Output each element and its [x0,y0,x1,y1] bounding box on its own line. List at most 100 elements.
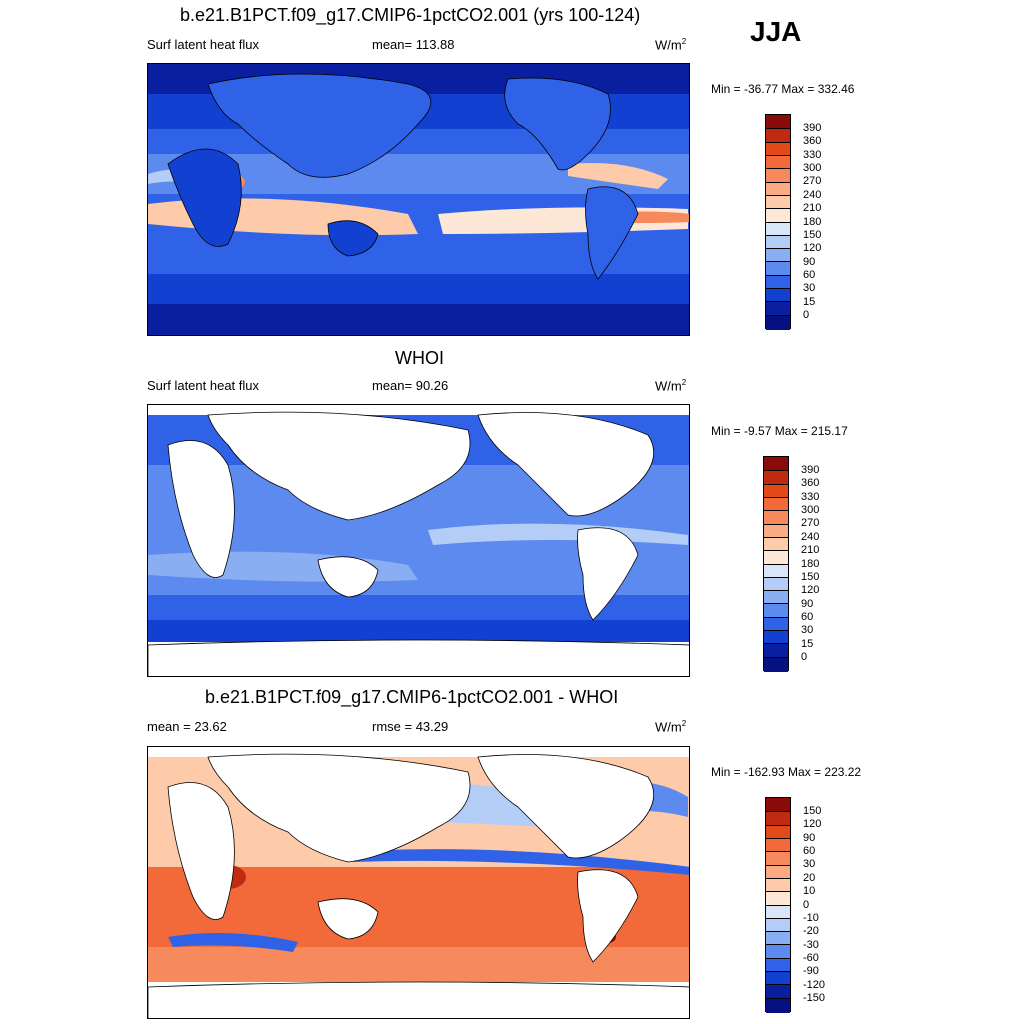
cb3-tick: -20 [803,925,819,937]
colorbar-cell [766,798,790,812]
cb1-tick: 330 [803,149,822,161]
colorbar-cell [766,837,790,853]
colorbar-cell [764,603,788,619]
cb1-tick: 15 [803,296,816,308]
colorbar-cell [766,248,790,263]
cb2-tick: 240 [801,531,820,543]
colorbar-cell [764,523,788,539]
colorbar-cell [764,576,788,592]
colorbar-cell [764,470,788,486]
colorbar-cell [766,917,790,933]
colorbar-cell [764,643,788,659]
cb3-tick: 60 [803,845,816,857]
colorbar-cell [766,301,790,317]
colorbar-cell [766,891,790,906]
panel1-units-label: W/m2 [655,37,687,53]
colorbar-cell [764,590,788,605]
panel1-map [147,63,690,336]
cb2-tick: 270 [801,517,820,529]
cb3-tick: 120 [803,818,822,830]
cb2-tick: 180 [801,558,820,570]
cb2-tick: 330 [801,491,820,503]
cb1-tick: 0 [803,309,810,321]
panel3-units-label: W/m2 [655,719,687,735]
cb2-tick: 120 [801,584,820,596]
panel2-mean-label: mean= 90.26 [372,378,449,393]
panel2-minmax: Min = -9.57 Max = 215.17 [711,424,848,438]
cb3-tick: 20 [803,872,816,884]
colorbar-cell [766,931,790,946]
panel3-mean-label: mean = 23.62 [147,719,227,734]
panel1-mean-label: mean= 113.88 [372,37,455,52]
colorbar-cell [766,314,790,330]
panel2-map [147,404,690,677]
cb2-tick: 390 [801,464,820,476]
colorbar-cell [766,957,790,973]
colorbar-cell [766,115,790,129]
colorbar-cell [766,141,790,157]
colorbar-cell [764,616,788,632]
colorbar-cell [764,510,788,526]
colorbar-cell [764,563,788,579]
cb1-tick: 210 [803,202,822,214]
colorbar-cell [766,261,790,277]
cb1-tick: 300 [803,162,822,174]
colorbar-cell [764,550,788,565]
colorbar-cell [766,288,790,303]
cb1-tick: 150 [803,229,822,241]
panel3-map [147,746,690,1019]
colorbar-cell [766,274,790,290]
colorbar-cell [764,656,788,672]
colorbar-cell [766,221,790,237]
colorbar-cell [766,208,790,223]
cb3-tick: -30 [803,939,819,951]
cb2-tick: 30 [801,624,814,636]
cb3-tick: -120 [803,979,826,991]
panel1-title: b.e21.B1PCT.f09_g17.CMIP6-1pctCO2.001 (y… [180,5,641,25]
colorbar-cell [764,496,788,512]
colorbar-cell [766,824,790,840]
cb3-tick: 90 [803,832,816,844]
colorbar-cell [766,944,790,960]
cb2-tick: 150 [801,571,820,583]
panel1-minmax: Min = -36.77 Max = 332.46 [711,82,855,96]
colorbar-cell [764,536,788,552]
colorbar-cell [766,154,790,170]
colorbar-cell [766,997,790,1013]
panel3-minmax: Min = -162.93 Max = 223.22 [711,765,862,779]
cb1-tick: 90 [803,256,816,268]
cb2-tick: 15 [801,638,814,650]
cb1-tick: 240 [803,189,822,201]
cb2-tick: 90 [801,598,814,610]
cb1-tick: 30 [803,282,816,294]
colorbar-cell [766,851,790,867]
cb2-tick: 210 [801,544,820,556]
colorbar-cell [766,984,790,1000]
cb1-tick: 270 [803,175,822,187]
cb1-tick: 360 [803,135,822,147]
panel2-units-label: W/m2 [655,378,687,394]
colorbar-cell [766,971,790,986]
colorbar-cell [766,181,790,197]
cb3-tick: 150 [803,805,822,817]
cb1-tick: 120 [803,242,822,254]
cb2-tick: 60 [801,611,814,623]
panel1-variable-label: Surf latent heat flux [147,37,260,52]
cb3-tick: -10 [803,912,819,924]
cb1-tick: 390 [803,122,822,134]
panel2-variable-label: Surf latent heat flux [147,378,260,393]
cb2-tick: 360 [801,477,820,489]
colorbar-cell [764,630,788,645]
colorbar-cell [766,904,790,920]
colorbar-cell [766,877,790,893]
panel3-rmse-label: rmse = 43.29 [372,719,449,734]
cb3-tick: -60 [803,952,819,964]
cb3-tick: -150 [803,992,826,1004]
colorbar-cell [766,128,790,144]
cb2-tick: 300 [801,504,820,516]
colorbar-cell [764,483,788,499]
panel2-title: WHOI [395,348,444,368]
cb3-tick: -90 [803,965,819,977]
colorbar-cell [766,811,790,827]
colorbar-cell [766,194,790,210]
